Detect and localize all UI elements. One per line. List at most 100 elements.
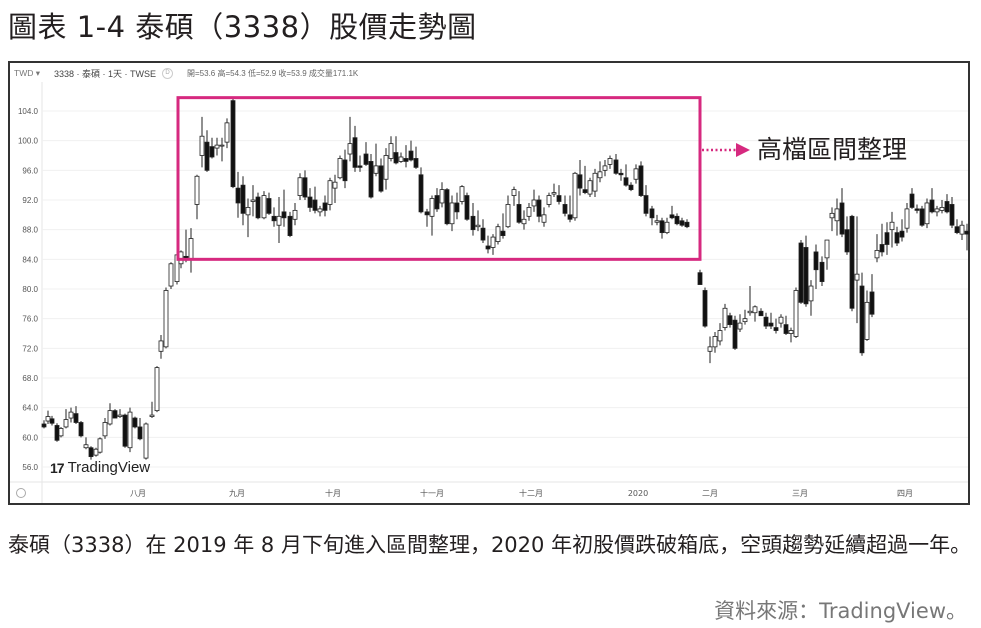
x-tick-label: 2020 [628,489,648,498]
candle-down [679,220,685,226]
candle-up [383,155,389,180]
arrow-head-icon [736,143,750,157]
candle-down [73,413,79,423]
candle-up [664,221,670,234]
x-tick-label: 九月 [229,489,245,498]
candle-up [168,263,174,287]
candle-up [154,367,160,412]
candle-up [654,220,660,223]
candle-up [526,207,532,217]
candle-down [768,322,774,327]
candle-down [342,159,348,182]
candle-down [894,232,900,244]
candle-up [834,208,840,222]
candle-up [83,444,89,449]
candle-up [531,199,537,207]
candle-down [230,100,236,188]
candle-down [403,158,409,162]
candle-down [516,204,522,223]
candle-down [669,214,675,219]
candle-up [199,135,205,156]
candle-down [649,208,655,219]
candle-up [219,144,225,147]
candle-up [292,209,298,220]
candle-down [393,152,399,164]
candle-down [41,423,47,428]
candle-down [88,447,94,458]
candle-down [281,211,287,219]
candle-up [117,414,123,417]
settings-gear-icon[interactable] [16,488,26,498]
candle-down [368,161,374,198]
candle-up [149,414,155,417]
x-tick-label: 十一月 [420,488,444,498]
y-tick-label: 68.0 [22,374,38,383]
candle-up [808,285,814,302]
candle-down [112,410,118,419]
candle-down [643,195,649,214]
candle-down [758,310,764,317]
candle-down [884,232,890,245]
currency-selector[interactable]: TWD ▾ [14,67,40,78]
candle-up [712,336,718,348]
candle-up [752,306,758,314]
chart-toolbar: TWD ▾ 3338 · 泰碩 · 1天 · TWSE D 開=53.6 高=5… [10,63,968,83]
y-tick-label: 92.0 [22,196,38,205]
candle-up [317,208,323,213]
candle-up [572,172,578,219]
candle-down [480,227,486,241]
candle-down [357,165,363,168]
chart-frame: TWD ▾ 3338 · 泰碩 · 1天 · TWSE D 開=53.6 高=5… [8,61,970,505]
data-dot-icon[interactable]: D [162,67,174,79]
y-tick-label: 76.0 [22,315,38,324]
candle-down [240,184,246,214]
range-annotation-label: 高檔區間整理 [757,135,908,164]
x-tick-label: 四月 [897,489,913,498]
y-tick-label: 84.0 [22,255,38,264]
candle-down [470,215,476,231]
candle-up [429,198,435,217]
candle-up [864,301,870,340]
candle-down [408,150,414,161]
candle-up [934,208,940,213]
candle-down [702,290,708,327]
range-box [176,96,702,261]
tradingview-mark-icon: 17 [50,459,65,476]
x-tick-label: 十二月 [519,488,543,498]
candle-down [378,165,384,192]
candle-down [204,141,210,171]
candle-up [602,165,608,171]
candle-up [854,273,860,281]
candle-down [954,226,960,234]
y-tick-label: 56.0 [22,463,38,472]
candle-up [261,195,267,219]
candle-up [459,186,465,202]
candle-up [511,189,517,196]
candle-up [939,207,945,211]
candle-down [312,199,318,211]
candle-down [899,230,905,238]
candle-down [444,189,450,225]
candle-up [607,158,613,165]
candle-up [250,199,256,202]
candle-up [874,250,880,259]
symbol-label: 3338 · 泰碩 · 1天 · TWSE [53,68,157,79]
figure-title: 圖表 1-4 泰碩（3338）股價走勢圖 [8,10,477,44]
candle-down [684,221,690,228]
candle-down [49,418,55,424]
candle-down [628,184,634,191]
candle-up [337,158,343,179]
candle-up [245,207,251,216]
candle-up [793,290,799,337]
candle-up [297,177,303,196]
candle-down [659,220,665,234]
candle-up [551,192,557,195]
y-tick-label: 100.0 [18,137,39,146]
candle-down [582,189,588,193]
candle-up [398,156,404,162]
candle-down [773,327,779,331]
x-tick-label: 二月 [702,489,718,498]
candle-down [434,195,440,210]
candle-down [209,146,215,158]
y-tick-label: 88.0 [22,226,38,235]
